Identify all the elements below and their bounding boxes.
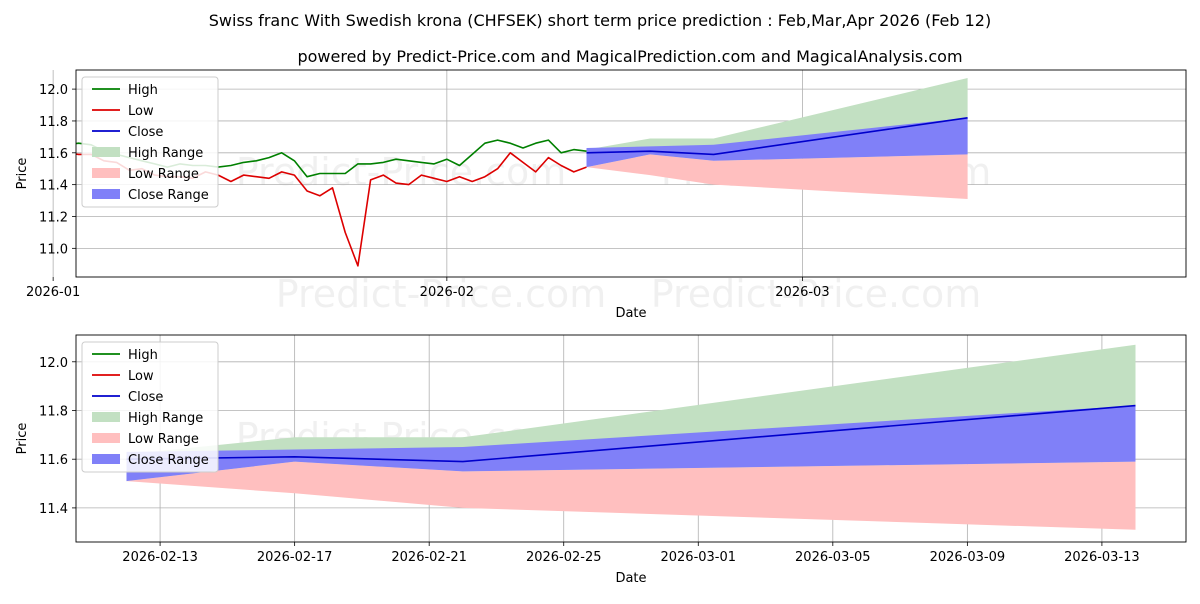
legend-label: High <box>128 348 158 363</box>
high-series-line <box>76 139 587 178</box>
x-tick-label: 2026-02-17 <box>257 550 333 565</box>
plot-area <box>126 344 1136 530</box>
y-tick-label: 12.0 <box>39 356 68 371</box>
legend-label: Close Range <box>128 188 209 203</box>
x-tick-label: 2026-02-13 <box>122 550 198 565</box>
x-tick-label: 2026-02 <box>420 285 474 300</box>
legend-label: Close Range <box>128 453 209 468</box>
plot-area <box>76 78 968 267</box>
legend-label: High Range <box>128 146 203 161</box>
legend-label: Low <box>128 104 154 119</box>
x-tick-label: 2026-02-25 <box>526 550 602 565</box>
legend-swatch-patch <box>92 189 120 199</box>
legend-label: Low Range <box>128 167 199 182</box>
y-axis-label: Price <box>15 158 30 190</box>
y-tick-label: 11.4 <box>39 179 68 194</box>
y-axis-label: Price <box>15 423 30 455</box>
y-tick-label: 11.6 <box>39 453 68 468</box>
axes-frame <box>75 334 1187 543</box>
x-tick-label: 2026-03-01 <box>660 550 736 565</box>
y-tick-label: 11.8 <box>39 404 68 419</box>
close-series-line <box>586 117 968 156</box>
chart-panel-top: Predict-Price.com Predict-Price.com Predic… <box>15 69 1187 321</box>
y-tick-label: 11.4 <box>39 502 68 517</box>
close-range-band <box>586 117 968 168</box>
legend-label: High <box>128 83 158 98</box>
x-tick-label: 2026-03 <box>775 285 829 300</box>
y-tick-label: 11.6 <box>39 147 68 162</box>
legend-label: Close <box>128 390 163 405</box>
legend-label: Close <box>128 125 163 140</box>
x-axis-label: Date <box>615 571 646 586</box>
legend-swatch-patch <box>92 412 120 422</box>
y-tick-label: 12.0 <box>39 83 68 98</box>
legend-swatch-patch <box>92 168 120 178</box>
y-tick-label: 11.8 <box>39 115 68 130</box>
close-range-band <box>126 405 1136 482</box>
chart-title: Swiss franc With Swedish krona (CHFSEK) … <box>209 11 991 30</box>
legend-label: Low Range <box>128 432 199 447</box>
x-tick-label: 2026-01 <box>26 285 80 300</box>
axes-frame <box>75 69 1187 278</box>
low-range-band <box>126 461 1136 530</box>
x-tick-label: 2026-03-13 <box>1064 550 1140 565</box>
x-tick-label: 2026-03-09 <box>930 550 1006 565</box>
x-tick-label: 2026-02-21 <box>391 550 467 565</box>
legend-label: High Range <box>128 411 203 426</box>
x-axis-label: Date <box>615 306 646 321</box>
watermark: Predict-Price.com <box>276 272 607 316</box>
low-range-band <box>586 154 968 199</box>
y-tick-label: 11.2 <box>39 210 68 225</box>
legend-swatch-patch <box>92 454 120 464</box>
watermark: Predict-Price.com <box>236 150 567 194</box>
legend-swatch-patch <box>92 433 120 443</box>
chart-subtitle: powered by Predict-Price.com and Magical… <box>297 47 962 66</box>
legend: High Low Close High Range Low Range Close Ran… <box>81 76 219 208</box>
chart-panel-bottom: Predict-Price.comPredict-Price.comPredic… <box>15 334 1187 586</box>
watermark: Predict-Price.com <box>651 272 982 316</box>
y-tick-label: 11.0 <box>39 242 68 257</box>
legend-swatch-patch <box>92 147 120 157</box>
low-series-line <box>76 152 587 267</box>
legend: High Low Close High Range Low Range Close Ran… <box>81 341 219 473</box>
legend-label: Low <box>128 369 154 384</box>
x-tick-label: 2026-03-05 <box>795 550 871 565</box>
